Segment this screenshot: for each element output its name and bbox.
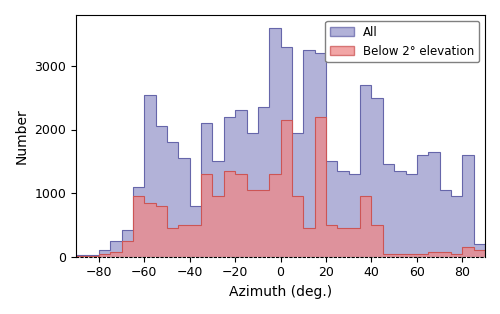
- Legend: All, Below 2° elevation: All, Below 2° elevation: [326, 21, 479, 62]
- Y-axis label: Number: Number: [15, 108, 29, 164]
- X-axis label: Azimuth (deg.): Azimuth (deg.): [229, 285, 332, 299]
